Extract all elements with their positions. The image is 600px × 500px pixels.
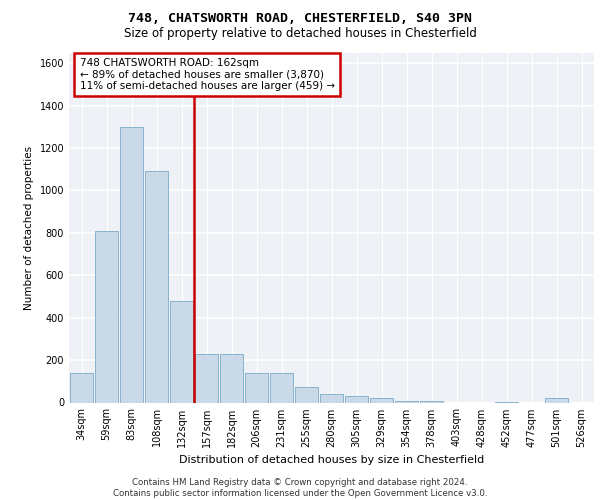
Bar — [295, 386, 318, 402]
Bar — [220, 354, 243, 403]
Bar — [145, 172, 168, 402]
Bar — [95, 230, 118, 402]
Text: 748, CHATSWORTH ROAD, CHESTERFIELD, S40 3PN: 748, CHATSWORTH ROAD, CHESTERFIELD, S40 … — [128, 12, 472, 26]
Y-axis label: Number of detached properties: Number of detached properties — [24, 146, 34, 310]
Bar — [270, 373, 293, 402]
Text: Size of property relative to detached houses in Chesterfield: Size of property relative to detached ho… — [124, 28, 476, 40]
Text: 748 CHATSWORTH ROAD: 162sqm
← 89% of detached houses are smaller (3,870)
11% of : 748 CHATSWORTH ROAD: 162sqm ← 89% of det… — [79, 58, 335, 91]
Text: Contains HM Land Registry data © Crown copyright and database right 2024.
Contai: Contains HM Land Registry data © Crown c… — [113, 478, 487, 498]
Bar — [345, 396, 368, 402]
Bar — [120, 126, 143, 402]
Bar — [320, 394, 343, 402]
Bar — [545, 398, 568, 402]
Bar — [245, 373, 268, 402]
Bar — [395, 401, 418, 402]
Bar — [370, 398, 393, 402]
Bar — [70, 373, 93, 402]
Bar — [195, 354, 218, 403]
X-axis label: Distribution of detached houses by size in Chesterfield: Distribution of detached houses by size … — [179, 455, 484, 465]
Bar — [170, 300, 193, 402]
